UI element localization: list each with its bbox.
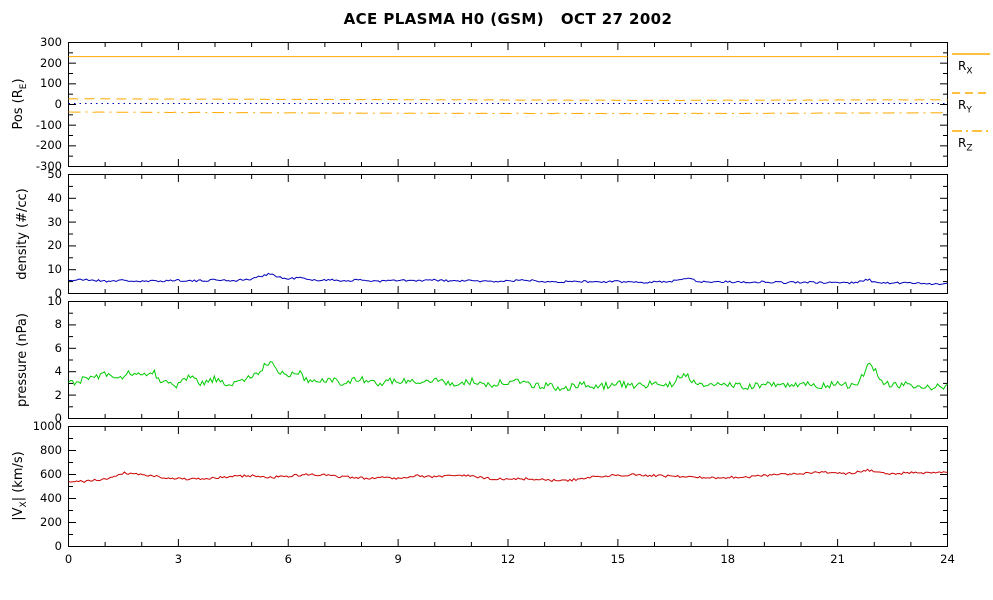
y-tick-label: 8 bbox=[54, 317, 62, 332]
y-tick-label: 2 bbox=[54, 387, 62, 402]
y-tick-label: 200 bbox=[40, 55, 62, 70]
y-tick-label: 200 bbox=[40, 515, 62, 529]
y-tick-label: -200 bbox=[35, 138, 62, 153]
legend-label-rx: RX bbox=[958, 59, 973, 77]
legend-entry-rx: RX bbox=[952, 52, 992, 76]
legend-label-ry: RY bbox=[958, 98, 972, 116]
x-tick-label: 24 bbox=[940, 552, 955, 566]
y-tick-label: 300 bbox=[40, 35, 62, 49]
y-tick-label: 0 bbox=[54, 286, 62, 300]
pressure-trace bbox=[68, 361, 948, 392]
panel-position bbox=[68, 42, 948, 167]
x-tick-label: 0 bbox=[64, 552, 73, 566]
x-tick-label: 21 bbox=[830, 552, 845, 566]
panel-frame bbox=[68, 174, 948, 294]
ry-line-sample-icon bbox=[952, 92, 990, 94]
panel-frame bbox=[68, 426, 948, 547]
y-tick-label: 4 bbox=[54, 364, 62, 379]
panel-frame bbox=[68, 301, 948, 419]
x-tick-label: 15 bbox=[610, 552, 626, 566]
panel-frame bbox=[68, 42, 948, 167]
legend-label-rz: RZ bbox=[958, 136, 973, 154]
y-tick-label: 1000 bbox=[32, 419, 62, 433]
R_Y-trace bbox=[68, 98, 948, 102]
y-tick-label: 30 bbox=[47, 214, 62, 229]
y-tick-label: 0 bbox=[54, 411, 62, 425]
y-tick-label: 100 bbox=[40, 76, 62, 91]
panel-velocity bbox=[68, 426, 948, 547]
y-tick-label: 400 bbox=[40, 491, 62, 505]
chart-title: ACE PLASMA H0 (GSM) OCT 27 2002 bbox=[343, 10, 673, 28]
x-tick-label: 6 bbox=[284, 552, 292, 566]
y-tick-label: 10 bbox=[47, 294, 62, 308]
y-tick-label: 600 bbox=[40, 467, 62, 481]
y-tick-label: 6 bbox=[54, 340, 62, 355]
y-tick-label: 0 bbox=[54, 539, 62, 553]
y-tick-label: -300 bbox=[35, 159, 62, 173]
y-axis-label-velocity: |VX| (km/s) bbox=[11, 451, 29, 521]
x-tick-label: 3 bbox=[174, 552, 183, 566]
x-tick-label: 18 bbox=[720, 552, 736, 566]
R_Z-trace bbox=[68, 111, 948, 115]
rx-line-sample-icon bbox=[952, 53, 990, 55]
y-tick-label: 40 bbox=[47, 190, 62, 205]
density-trace bbox=[68, 272, 948, 286]
rz-line-sample-icon bbox=[952, 130, 990, 132]
y-tick-label: 10 bbox=[47, 262, 62, 277]
legend-entry-ry: RY bbox=[952, 91, 992, 115]
y-tick-label: 800 bbox=[40, 443, 62, 457]
x-tick-label: 12 bbox=[500, 552, 516, 566]
legend-entry-rz: RZ bbox=[952, 129, 992, 153]
Vx-trace bbox=[68, 468, 948, 483]
x-tick-label: 9 bbox=[394, 552, 402, 566]
panel-pressure bbox=[68, 301, 948, 419]
y-tick-label: 0 bbox=[54, 97, 62, 111]
y-tick-label: -100 bbox=[35, 117, 62, 132]
y-tick-label: 50 bbox=[47, 167, 62, 181]
y-tick-label: 20 bbox=[47, 238, 62, 253]
panel-density bbox=[68, 174, 948, 294]
